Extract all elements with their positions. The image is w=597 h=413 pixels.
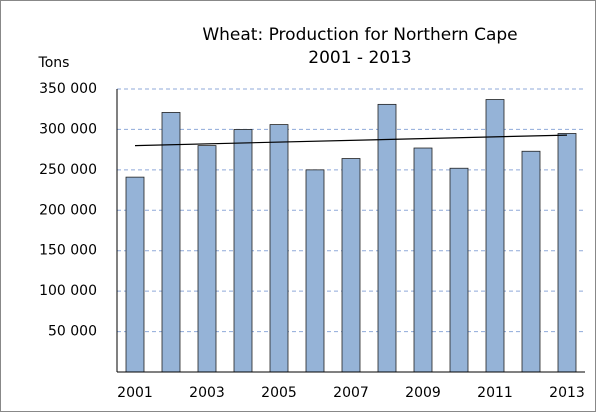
- x-tick-label: 2011: [477, 385, 513, 401]
- y-tick-label: 300 000: [39, 121, 97, 137]
- bar: [377, 103, 397, 373]
- y-tick-label: 150 000: [39, 243, 97, 259]
- bar: [557, 133, 577, 373]
- bar: [305, 169, 325, 373]
- bar: [269, 124, 289, 373]
- bar: [413, 147, 433, 373]
- x-tick-label: 2003: [189, 385, 225, 401]
- y-tick-label: 50 000: [48, 324, 97, 340]
- x-tick-label: 2007: [333, 385, 369, 401]
- bar: [521, 150, 541, 373]
- bar: [233, 129, 253, 373]
- y-axis-label: Tons: [38, 55, 70, 71]
- y-tick-label: 100 000: [39, 283, 97, 299]
- chart-subtitle: 2001 - 2013: [308, 48, 411, 68]
- bar: [197, 145, 217, 373]
- bar: [485, 99, 505, 373]
- x-tick-label: 2009: [405, 385, 441, 401]
- y-tick-label: 350 000: [39, 81, 97, 97]
- x-tick-label: 2013: [549, 385, 585, 401]
- bar: [161, 112, 181, 373]
- bar: [125, 176, 145, 373]
- y-tick-label: 200 000: [39, 202, 97, 218]
- chart-title: Wheat: Production for Northern Cape: [202, 25, 517, 45]
- bar: [341, 158, 361, 373]
- y-tick-label: 250 000: [39, 162, 97, 178]
- x-tick-label: 2005: [261, 385, 297, 401]
- x-tick-label: 2001: [117, 385, 153, 401]
- bar: [449, 167, 469, 373]
- trendline: [134, 134, 568, 147]
